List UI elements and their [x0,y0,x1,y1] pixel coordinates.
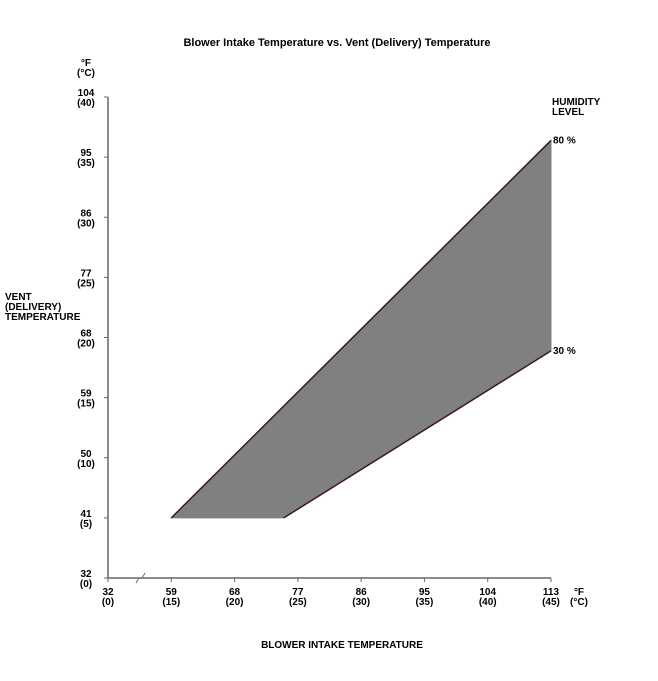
y-tick-label: 50 (10) [77,449,95,470]
y-tick-label: 77 (25) [77,268,95,289]
y-unit: °F (°C) [77,58,95,79]
x-unit: °F (°C) [570,587,588,608]
legend-title: HUMIDITY LEVEL [552,97,601,118]
x-tick-label: 86 (30) [352,587,370,608]
x-tick-label: 32 (0) [102,587,114,608]
x-tick-label: 68 (20) [226,587,244,608]
x-tick-label: 113 (45) [542,587,560,608]
x-tick-label: 77 (25) [289,587,307,608]
y-tick-label: 68 (20) [77,329,95,350]
series-label: 30 % [553,346,576,357]
y-tick-label: 95 (35) [77,148,95,169]
axis-break [135,572,146,584]
x-tick-label: 95 (35) [416,587,434,608]
humidity-line [170,139,552,519]
x-axis-label: BLOWER INTAKE TEMPERATURE [261,640,423,651]
y-tick-label: 104 (40) [77,88,95,109]
humidity-line [283,350,552,519]
series-label: 80 % [553,135,576,146]
y-tick-label: 41 (5) [80,509,92,530]
y-axis-label: VENT (DELIVERY) TEMPERATURE [5,292,81,323]
chart-title: Blower Intake Temperature vs. Vent (Deli… [183,37,490,49]
y-tick-label: 86 (30) [77,208,95,229]
y-tick-label: 32 (0) [80,569,92,590]
y-tick-label: 59 (15) [77,389,95,410]
x-tick-label: 104 (40) [479,587,497,608]
x-tick-label: 59 (15) [162,587,180,608]
